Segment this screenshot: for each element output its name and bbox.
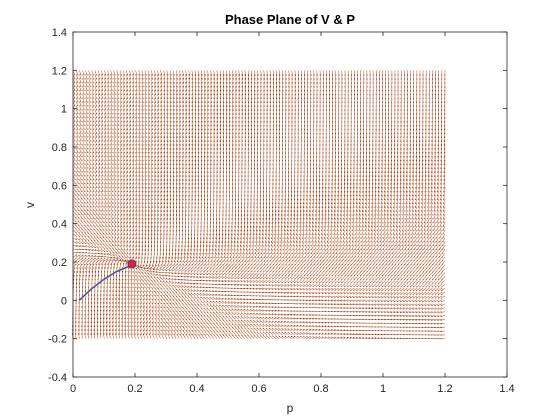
x-ticks: 0 0.2 0.4 0.6 0.8 1 1.2 1.4 [70, 32, 515, 395]
axes-box [72, 31, 508, 378]
x-tick-label: 0.8 [313, 383, 328, 395]
y-tick-label: -0.4 [48, 372, 67, 384]
y-axis-label: v [23, 202, 37, 208]
axes-frame [72, 31, 508, 378]
y-tick-label: 0.6 [52, 180, 67, 192]
y-tick-label: 1.2 [52, 65, 67, 77]
x-tick-label: 1 [380, 383, 386, 395]
x-axis-label: p [287, 401, 294, 415]
x-tick-label: 0.6 [251, 383, 266, 395]
field-arrowheads [72, 73, 446, 340]
x-tick-label: 1.2 [437, 383, 452, 395]
equilibrium-point [127, 259, 137, 269]
x-tick-label: 0.2 [127, 383, 142, 395]
x-tick-label: 0.4 [189, 383, 204, 395]
y-tick-label: -0.2 [48, 334, 67, 346]
chart-title: Phase Plane of V & P [225, 12, 355, 27]
y-tick-label: 0.8 [52, 142, 67, 154]
y-tick-label: 1 [61, 104, 67, 116]
y-tick-label: 1.4 [52, 27, 67, 39]
y-tick-label: 0.4 [52, 219, 67, 231]
y-tick-label: 0.2 [52, 257, 67, 269]
y-ticks: -0.4 -0.2 0 0.2 0.4 0.6 0.8 1 1.2 1.4 [48, 27, 507, 384]
x-tick-label: 1.4 [499, 383, 514, 395]
x-tick-label: 0 [70, 383, 76, 395]
y-tick-label: 0 [61, 295, 67, 307]
trajectory [78, 259, 137, 301]
